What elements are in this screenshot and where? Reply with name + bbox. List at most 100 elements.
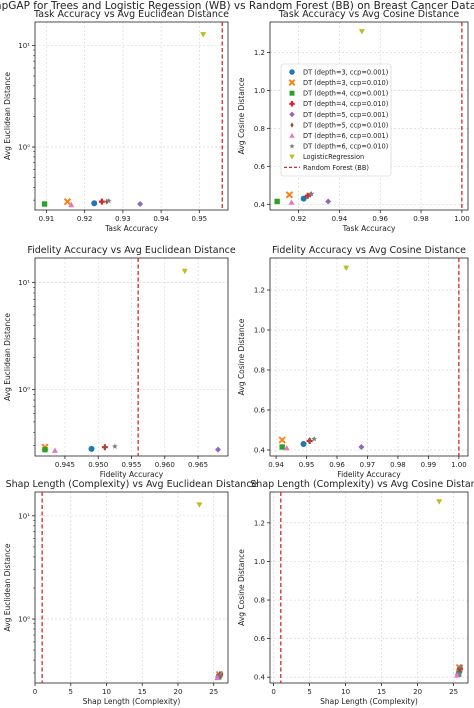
- data-point-triangle-up: [214, 674, 221, 681]
- legend-marker: [289, 111, 295, 118]
- legend-label: DT (depth=4, ccp=0.001): [303, 90, 388, 98]
- chart-title: Shap Length (Complexity) vs Avg Cosine D…: [250, 479, 474, 490]
- data-point-triangle-up: [454, 672, 461, 678]
- chart-panel-3: 0.945 0.950 0.955 0.960 0.965 10⁰ 10¹ Fidelity …: [3, 245, 236, 479]
- y-tick-label: 0.4: [254, 674, 266, 682]
- x-tick-label: 0.96: [372, 215, 388, 223]
- chart-title: Task Accuracy vs Avg Cosine Distance: [278, 9, 460, 20]
- x-tick-label: 0.94: [153, 215, 169, 223]
- y-tick-label: 0.6: [254, 163, 266, 171]
- data-point-triangle-up: [68, 201, 75, 208]
- legend-label: LogisticRegression: [303, 153, 364, 161]
- x-tick-label: 20: [413, 688, 422, 696]
- y-axis-label: Avg Euclidean Distance: [3, 72, 12, 160]
- data-point-triangle-up: [288, 199, 295, 205]
- x-tick-label: 1.00: [454, 215, 470, 223]
- x-tick-label: 0.955: [121, 461, 141, 469]
- data-point-square: [41, 201, 48, 207]
- y-tick-label: 0.6: [254, 407, 266, 415]
- axes-frame: [34, 21, 229, 211]
- data-point-thin-diamond: [103, 444, 107, 451]
- data-point-circle: [300, 441, 307, 447]
- legend-box: [280, 63, 392, 177]
- x-tick-label: 0: [33, 688, 37, 696]
- axes-frame: [269, 21, 469, 211]
- y-tick-label: 1.0: [254, 327, 265, 335]
- legend-label: DT (depth=6, ccp=0.010): [303, 143, 388, 151]
- y-tick-label: 1.0: [254, 87, 265, 95]
- data-point-star: [105, 197, 112, 204]
- y-tick-label: 0.6: [254, 635, 266, 643]
- legend-marker: [289, 69, 295, 75]
- x-tick-label: 10: [102, 688, 111, 696]
- y-tick-label: 10⁰: [18, 144, 30, 152]
- y-tick-label: 1.2: [254, 49, 265, 57]
- y-axis-label: Avg Cosine Distance: [237, 549, 246, 626]
- data-point-diamond: [325, 198, 332, 205]
- data-point-triangle-down: [196, 502, 203, 508]
- x-tick-label: 0.945: [55, 461, 75, 469]
- y-tick-label: 1.2: [254, 287, 265, 295]
- data-point-circle: [300, 195, 307, 202]
- data-point-diamond: [137, 200, 144, 207]
- y-tick-label: 10¹: [18, 42, 30, 50]
- data-point-triangle-down: [181, 268, 188, 275]
- x-tick-label: 15: [138, 688, 147, 696]
- x-tick-label: 0.94: [332, 215, 348, 223]
- axes-frame: [269, 491, 469, 684]
- data-point-circle: [88, 445, 95, 452]
- data-point-thin-diamond: [307, 437, 312, 443]
- legend-label: DT (depth=4, ccp=0.010): [303, 100, 388, 108]
- chart-title: Fidelity Accuracy vs Avg Cosine Distance: [272, 245, 466, 256]
- x-tick-label: 15: [377, 688, 386, 696]
- x-tick-label: 0.95: [299, 461, 315, 469]
- data-point-triangle-down: [436, 499, 443, 505]
- data-point-plus: [98, 198, 105, 205]
- figure-title: ShapGAP for Trees and Logistic Regession…: [0, 0, 474, 12]
- x-tick-label: 0: [271, 688, 275, 696]
- legend-label: DT (depth=5, ccp=0.010): [303, 121, 388, 129]
- x-tick-label: 10: [341, 688, 350, 696]
- data-point-triangle-up: [283, 445, 290, 451]
- data-point-triangle-down: [200, 32, 207, 38]
- y-tick-label: 0.8: [254, 597, 265, 605]
- legend-marker: [289, 143, 295, 149]
- y-axis-label: Avg Euclidean Distance: [3, 313, 12, 401]
- y-tick-label: 0.8: [254, 367, 265, 375]
- x-tick-label: 1.00: [451, 461, 467, 469]
- x-tick-label: 0.96: [329, 461, 345, 469]
- y-tick-label: 10⁰: [18, 386, 30, 394]
- legend-marker: [288, 79, 296, 87]
- chart-panel-1: 0.91 0.92 0.93 0.94 0.95 10⁰ 10¹ Task Accuracy …: [3, 9, 229, 233]
- x-tick-label: 5: [69, 688, 73, 696]
- chart-title: Task Accuracy vs Avg Euclidean Distance: [33, 9, 229, 20]
- chart-panel-4: 0.94 0.95 0.96 0.97 0.98 0.99 1.00 0.4 0.6 0.8 1.0…: [237, 245, 469, 479]
- legend-label: DT (depth=6, ccp=0.001): [303, 132, 388, 140]
- data-point-square: [274, 198, 280, 205]
- chart-panel-5: 0 5 10 15 20 25 10⁰ 10¹ Shap Length (Complexity)…: [3, 479, 258, 706]
- x-tick-label: 0.97: [360, 461, 376, 469]
- data-point-triangle-up: [51, 447, 58, 453]
- chart-panel-6: 0 5 10 15 20 25 0.4 0.6 0.8 1.0 1.2 Shap Length (Co…: [237, 479, 474, 706]
- data-point-star: [218, 670, 224, 677]
- x-tick-label: 0.95: [192, 215, 208, 223]
- data-point-star: [311, 436, 318, 442]
- x-tick-label: 0.960: [155, 461, 175, 469]
- y-tick-label: 10⁰: [18, 616, 30, 624]
- data-point-circle: [91, 200, 98, 207]
- data-point-star: [308, 190, 315, 197]
- x-axis-label: Fidelity Accuracy: [100, 470, 164, 479]
- y-tick-label: 10¹: [18, 279, 30, 287]
- axes-frame: [34, 491, 229, 684]
- legend-marker: [290, 122, 294, 128]
- panels: 0.91 0.92 0.93 0.94 0.95 10⁰ 10¹ Task Accuracy …: [3, 9, 474, 706]
- chart-title: Fidelity Accuracy vs Avg Euclidean Dista…: [27, 245, 235, 256]
- x-axis-label: Fidelity Accuracy: [337, 470, 401, 479]
- data-point-star: [457, 663, 464, 670]
- y-tick-label: 1.2: [254, 519, 265, 527]
- data-point-square: [279, 444, 285, 450]
- data-point-diamond: [215, 446, 222, 453]
- y-tick-label: 1.0: [254, 558, 265, 566]
- x-tick-label: 25: [209, 688, 218, 696]
- legend-marker: [289, 154, 295, 160]
